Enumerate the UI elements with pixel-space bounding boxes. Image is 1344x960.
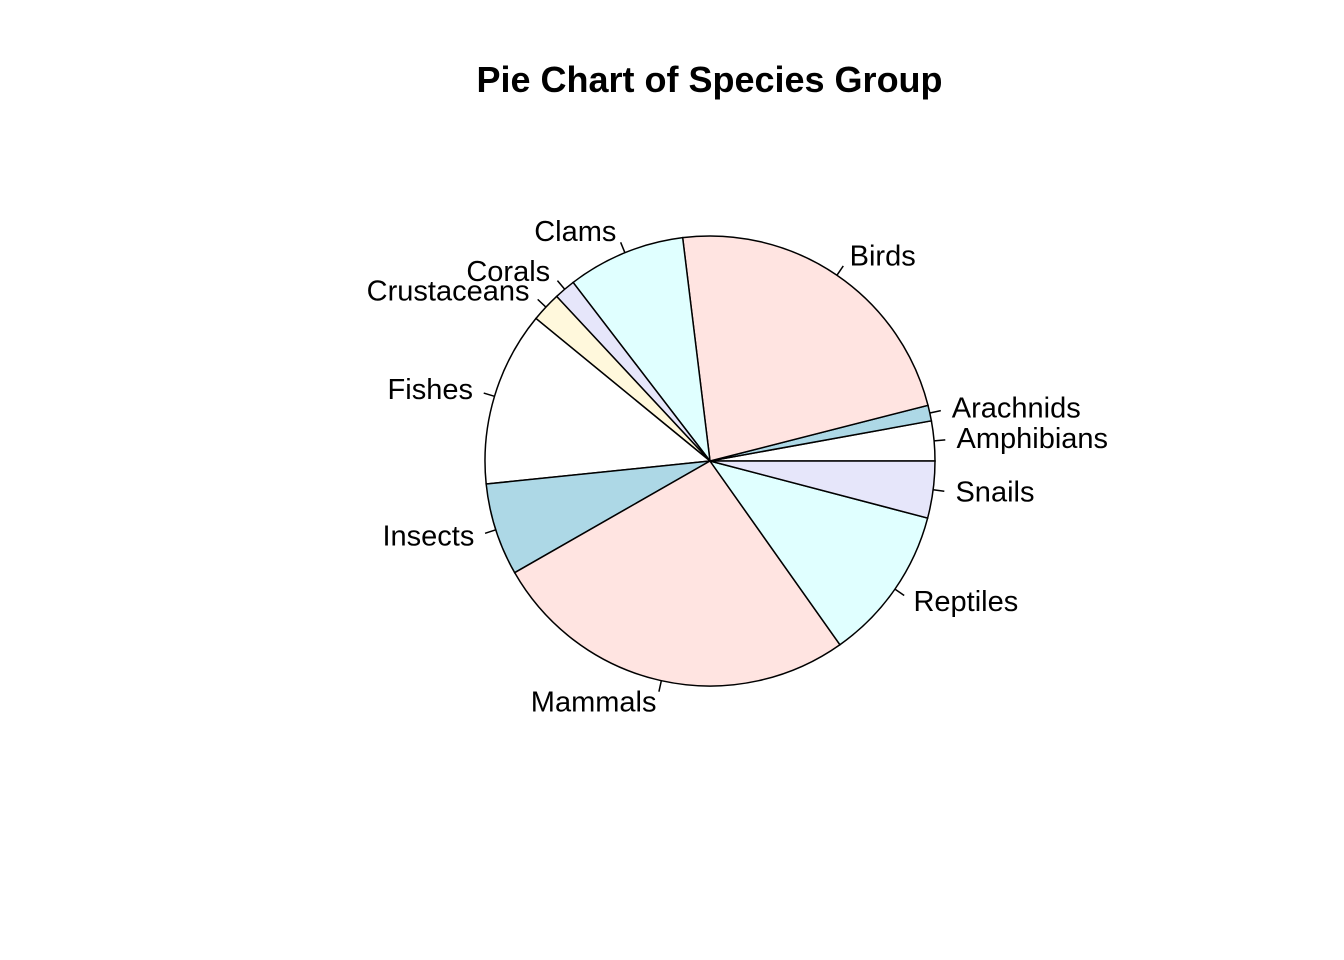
label-tick-reptiles (894, 588, 905, 597)
label-tick-mammals (658, 680, 663, 692)
label-tick-amphibians (934, 439, 946, 442)
label-tick-corals (556, 280, 566, 290)
chart-title: Pie Chart of Species Group (476, 59, 943, 100)
slice-label-insects: Insects (382, 521, 474, 553)
slice-label-mammals: Mammals (531, 687, 657, 719)
pie-slice-snails (709, 460, 936, 519)
pie-slice-fishes (484, 317, 712, 485)
label-tick-snails (933, 489, 945, 492)
label-tick-fishes (483, 392, 495, 398)
pie-slice-birds (681, 235, 929, 462)
label-tick-arachnids (929, 409, 941, 414)
label-tick-insects (484, 529, 497, 534)
slice-label-birds: Birds (850, 241, 916, 273)
pie-slice-reptiles (708, 459, 929, 646)
label-ticks (483, 242, 946, 692)
label-tick-birds (836, 265, 844, 276)
label-tick-clams (619, 242, 626, 254)
slice-label-fishes: Fishes (388, 374, 473, 406)
slice-label-reptiles: Reptiles (913, 586, 1018, 618)
slice-label-amphibians: Amphibians (957, 423, 1109, 455)
slice-label-clams: Clams (534, 216, 616, 248)
pie-slice-mammals (513, 460, 841, 687)
slice-label-crustaceans: Crustaceans (367, 276, 530, 308)
label-tick-crustaceans (537, 298, 547, 308)
pie-slices (484, 235, 936, 687)
slice-label-snails: Snails (955, 477, 1034, 509)
slice-label-corals: Corals (466, 256, 550, 288)
slice-label-arachnids: Arachnids (952, 392, 1081, 424)
